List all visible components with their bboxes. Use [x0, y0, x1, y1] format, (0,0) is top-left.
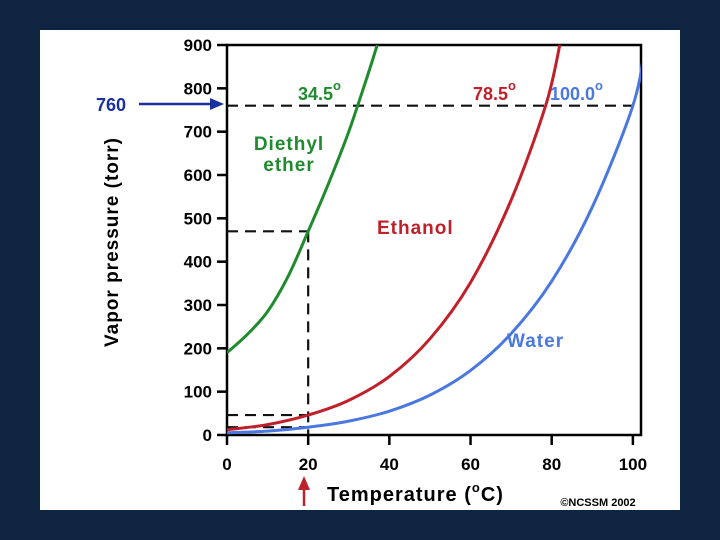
- x-tick-label-60: 60: [461, 455, 480, 474]
- ether-series-label-line2: ether: [263, 155, 314, 176]
- ether-series-label-line1: Diethyl: [254, 134, 324, 155]
- pressure-760-label: 760: [96, 95, 126, 115]
- ethanol-boiling-label: 78.5o: [473, 78, 516, 104]
- temp-20-arrow-head: [298, 476, 310, 490]
- x-tick-label-100: 100: [619, 455, 647, 474]
- y-tick-label-700: 700: [184, 123, 212, 142]
- ether-degree: o: [333, 78, 341, 93]
- x-tick-label-80: 80: [542, 455, 561, 474]
- water-series-label: Water: [507, 331, 564, 352]
- water-degree: o: [595, 78, 603, 93]
- x-axis-title-text: Temperature (: [327, 484, 472, 506]
- ethanol-boiling-value: 78.5: [473, 84, 508, 104]
- x-axis-title-unit: C): [481, 484, 504, 506]
- vapor-pressure-chart: 0 100 200 300 400 500 600 700 800 900 0 20 40 60 80 100…: [96, 36, 647, 509]
- ethanol-series-label: Ethanol: [377, 218, 454, 239]
- series-line-diethyl-ether: [227, 45, 379, 354]
- copyright-notice: ©NCSSM 2002: [560, 497, 635, 509]
- series-line-ethanol: [227, 45, 562, 432]
- y-tick-label-0: 0: [203, 426, 212, 445]
- x-tick-label-0: 0: [222, 455, 231, 474]
- x-axis-title-degree: o: [472, 480, 481, 495]
- slide-panel: 0 100 200 300 400 500 600 700 800 900 0 20 40 60 80 100…: [40, 30, 680, 510]
- y-axis-title: Vapor pressure (torr): [102, 137, 123, 347]
- y-tick-label-400: 400: [184, 253, 212, 272]
- plot-area: [225, 43, 643, 437]
- y-tick-label-800: 800: [184, 79, 212, 98]
- ether-boiling-label: 34.5o: [298, 78, 341, 104]
- pressure-760-arrow-head: [210, 98, 224, 110]
- y-tick-label-600: 600: [184, 166, 212, 185]
- y-tick-label-100: 100: [184, 383, 212, 402]
- x-tick-label-20: 20: [299, 455, 318, 474]
- y-tick-label-500: 500: [184, 209, 212, 228]
- y-tick-label-900: 900: [184, 36, 212, 55]
- y-tick-label-300: 300: [184, 296, 212, 315]
- water-boiling-value: 100.0: [550, 84, 595, 104]
- water-boiling-label: 100.0o: [550, 78, 603, 104]
- y-tick-label-200: 200: [184, 339, 212, 358]
- series-line-water: [227, 62, 641, 435]
- ether-boiling-value: 34.5: [298, 84, 333, 104]
- x-tick-label-40: 40: [380, 455, 399, 474]
- x-axis-title: Temperature (oC): [327, 480, 504, 506]
- ethanol-degree: o: [508, 78, 516, 93]
